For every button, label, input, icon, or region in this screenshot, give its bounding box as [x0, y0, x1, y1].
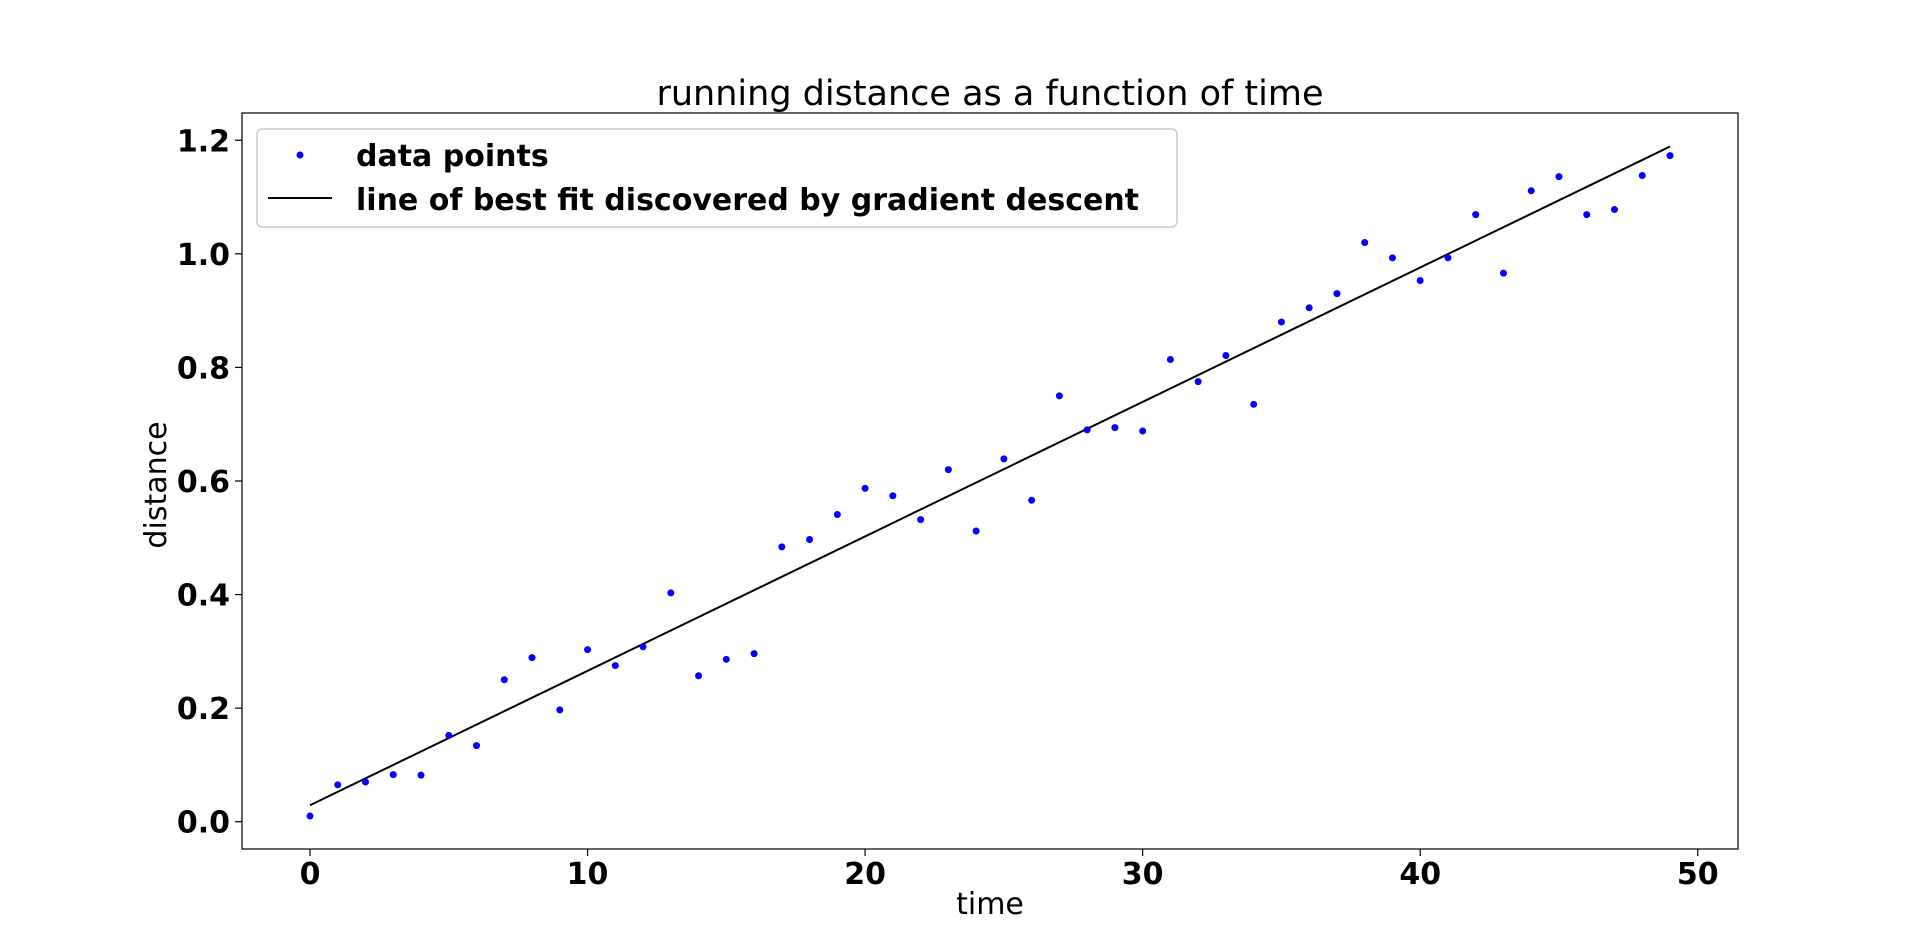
plot-area: 0 10 20 30 40 50 0.0 0.2 0.4 0.6 0.8 1.0 1.2	[177, 112, 1739, 892]
data-point	[806, 535, 814, 543]
legend-label-best-fit-line: line of best fit discovered by gradient …	[356, 183, 1139, 218]
x-tick-label: 50	[1677, 857, 1719, 892]
data-point	[389, 771, 397, 779]
data-point	[695, 672, 703, 680]
data-point	[584, 646, 592, 654]
x-tick-label: 0	[300, 857, 321, 892]
data-point	[1499, 269, 1507, 277]
data-point	[1333, 290, 1341, 298]
y-tick-label: 0.0	[177, 806, 230, 841]
data-point	[750, 650, 758, 658]
data-point	[667, 589, 675, 597]
data-point	[1222, 351, 1230, 359]
data-point	[1277, 318, 1285, 326]
data-point	[1527, 187, 1535, 195]
data-point	[1250, 400, 1258, 408]
legend-label-data-points: data points	[356, 139, 549, 174]
y-tick-label: 0.4	[177, 579, 230, 614]
x-tick-label: 10	[567, 857, 609, 892]
data-point	[306, 812, 314, 820]
y-tick-label: 1.0	[177, 238, 230, 273]
data-point	[722, 655, 730, 663]
data-point	[1139, 427, 1147, 435]
legend: data points line of best fit discovered …	[256, 128, 1178, 228]
data-point	[1583, 211, 1591, 219]
y-tick-label: 0.6	[177, 465, 230, 500]
y-tick-label: 0.2	[177, 692, 230, 727]
data-point	[556, 706, 564, 714]
data-point	[334, 781, 342, 789]
data-point	[917, 516, 925, 524]
data-point	[1472, 211, 1480, 219]
y-tick-label: 1.2	[177, 124, 230, 159]
data-point	[1028, 496, 1036, 504]
chart-title: running distance as a function of time	[656, 74, 1323, 114]
data-point	[1000, 455, 1008, 463]
data-point	[778, 543, 786, 551]
data-point	[944, 466, 952, 474]
data-point	[611, 662, 619, 670]
data-point	[1444, 254, 1452, 262]
data-point	[972, 527, 980, 535]
data-point	[1555, 173, 1563, 181]
data-point	[889, 492, 897, 500]
data-point	[1610, 206, 1618, 214]
data-point	[1305, 304, 1313, 312]
data-point	[1361, 238, 1369, 246]
data-point	[1416, 277, 1424, 285]
data-point	[362, 778, 370, 786]
x-axis-title: time	[956, 887, 1024, 922]
data-point	[1666, 152, 1674, 160]
x-tick-label: 20	[844, 857, 886, 892]
x-tick-label: 40	[1399, 857, 1441, 892]
data-point	[445, 731, 453, 739]
data-point	[473, 742, 481, 750]
data-point	[1055, 392, 1063, 400]
data-point	[639, 643, 647, 651]
legend-marker-data-points	[296, 151, 304, 159]
y-tick-label: 0.8	[177, 351, 230, 386]
data-point	[1166, 355, 1174, 363]
data-point	[1083, 426, 1091, 434]
data-point	[500, 676, 508, 684]
data-point	[1111, 424, 1119, 432]
best-fit-line	[309, 145, 1671, 807]
y-axis-title: distance	[139, 421, 174, 548]
data-point	[1638, 171, 1646, 179]
data-point	[861, 484, 869, 492]
data-point	[833, 511, 841, 519]
x-tick-label: 30	[1122, 857, 1164, 892]
legend-box	[256, 128, 1178, 228]
data-point	[528, 654, 536, 662]
data-point	[417, 771, 425, 779]
data-point	[1388, 254, 1396, 262]
data-point	[1194, 378, 1202, 386]
